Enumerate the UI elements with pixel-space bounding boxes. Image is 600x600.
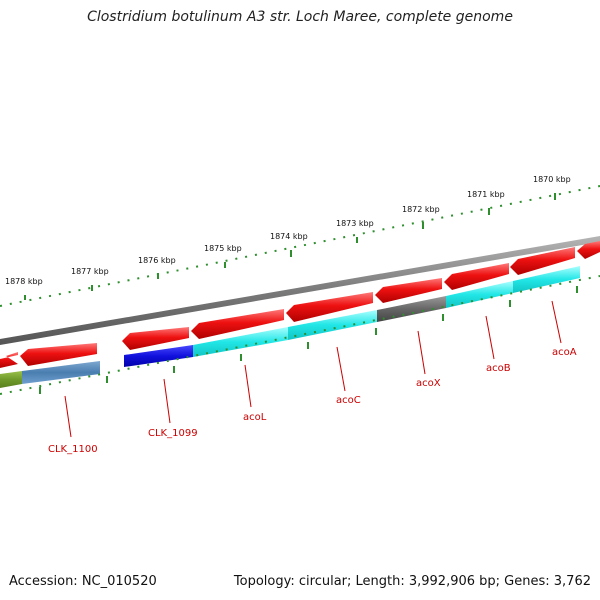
inner-scale bbox=[0, 275, 600, 395]
kbp-labels: 1878 kbp 1877 kbp 1876 kbp 1875 kbp 1874… bbox=[5, 175, 571, 286]
feature-bar-acoA[interactable] bbox=[513, 266, 580, 293]
feature-bar-olive[interactable] bbox=[0, 371, 22, 388]
gene-label-leaders bbox=[64, 300, 562, 438]
leader-CLK_1100 bbox=[64, 395, 72, 438]
kbp-label-1872: 1872 kbp bbox=[402, 205, 440, 214]
feature-bar-acoC[interactable] bbox=[288, 310, 377, 340]
forward-gene-arrow[interactable] bbox=[444, 263, 509, 290]
kbp-label-1873: 1873 kbp bbox=[336, 219, 374, 228]
leader-CLK_1099 bbox=[163, 378, 171, 424]
inner-dotted-scale-line bbox=[0, 275, 600, 395]
gene-label-acoC[interactable]: acoC bbox=[336, 395, 361, 406]
feature-bar-CLK_1099[interactable] bbox=[124, 345, 193, 367]
accession-text: Accession: NC_010520 bbox=[9, 574, 157, 589]
forward-gene-arrow[interactable] bbox=[510, 247, 575, 275]
forward-gene-arrow[interactable] bbox=[122, 327, 189, 350]
kbp-label-1870: 1870 kbp bbox=[533, 175, 571, 184]
map-title: Clostridium botulinum A3 str. Loch Maree… bbox=[87, 9, 513, 25]
forward-gene-arrow[interactable] bbox=[577, 241, 600, 259]
kbp-label-1876: 1876 kbp bbox=[138, 256, 176, 265]
forward-gene-arrow[interactable] bbox=[0, 352, 18, 368]
leader-acoA bbox=[551, 300, 562, 344]
gene-label-acoB[interactable]: acoB bbox=[486, 363, 511, 374]
forward-strand-features bbox=[0, 241, 600, 368]
feature-bar-CLK_1100[interactable] bbox=[22, 361, 100, 384]
gene-label-CLK_1099[interactable]: CLK_1099 bbox=[148, 428, 198, 439]
genome-backbone bbox=[0, 236, 600, 345]
forward-gene-arrow[interactable] bbox=[191, 309, 284, 339]
leader-acoC bbox=[336, 346, 346, 392]
feature-bar-acoB[interactable] bbox=[446, 281, 513, 308]
leader-acoL bbox=[244, 364, 252, 408]
forward-gene-arrow[interactable] bbox=[375, 278, 442, 303]
outer-scale bbox=[0, 185, 600, 307]
gene-label-CLK_1100[interactable]: CLK_1100 bbox=[48, 444, 98, 455]
gene-label-acoX[interactable]: acoX bbox=[416, 378, 441, 389]
gene-label-acoA[interactable]: acoA bbox=[552, 347, 577, 358]
kbp-label-1874: 1874 kbp bbox=[270, 232, 308, 241]
gene-label-acoL[interactable]: acoL bbox=[243, 412, 267, 423]
feature-category-bars bbox=[0, 266, 580, 388]
leader-acoB bbox=[485, 315, 495, 360]
feature-bar-acoL[interactable] bbox=[193, 327, 288, 357]
leader-acoX bbox=[417, 330, 426, 375]
forward-gene-arrow[interactable] bbox=[20, 343, 97, 366]
kbp-label-1878: 1878 kbp bbox=[5, 277, 43, 286]
forward-gene-arrow[interactable] bbox=[286, 292, 373, 322]
gene-labels: CLK_1100 CLK_1099 acoL acoC acoX acoB ac… bbox=[48, 347, 577, 455]
outer-dotted-scale-line bbox=[0, 185, 600, 307]
kbp-label-1871: 1871 kbp bbox=[467, 190, 505, 199]
genome-summary-text: Topology: circular; Length: 3,992,906 bp… bbox=[233, 574, 591, 589]
kbp-label-1875: 1875 kbp bbox=[204, 244, 242, 253]
kbp-label-1877: 1877 kbp bbox=[71, 267, 109, 276]
